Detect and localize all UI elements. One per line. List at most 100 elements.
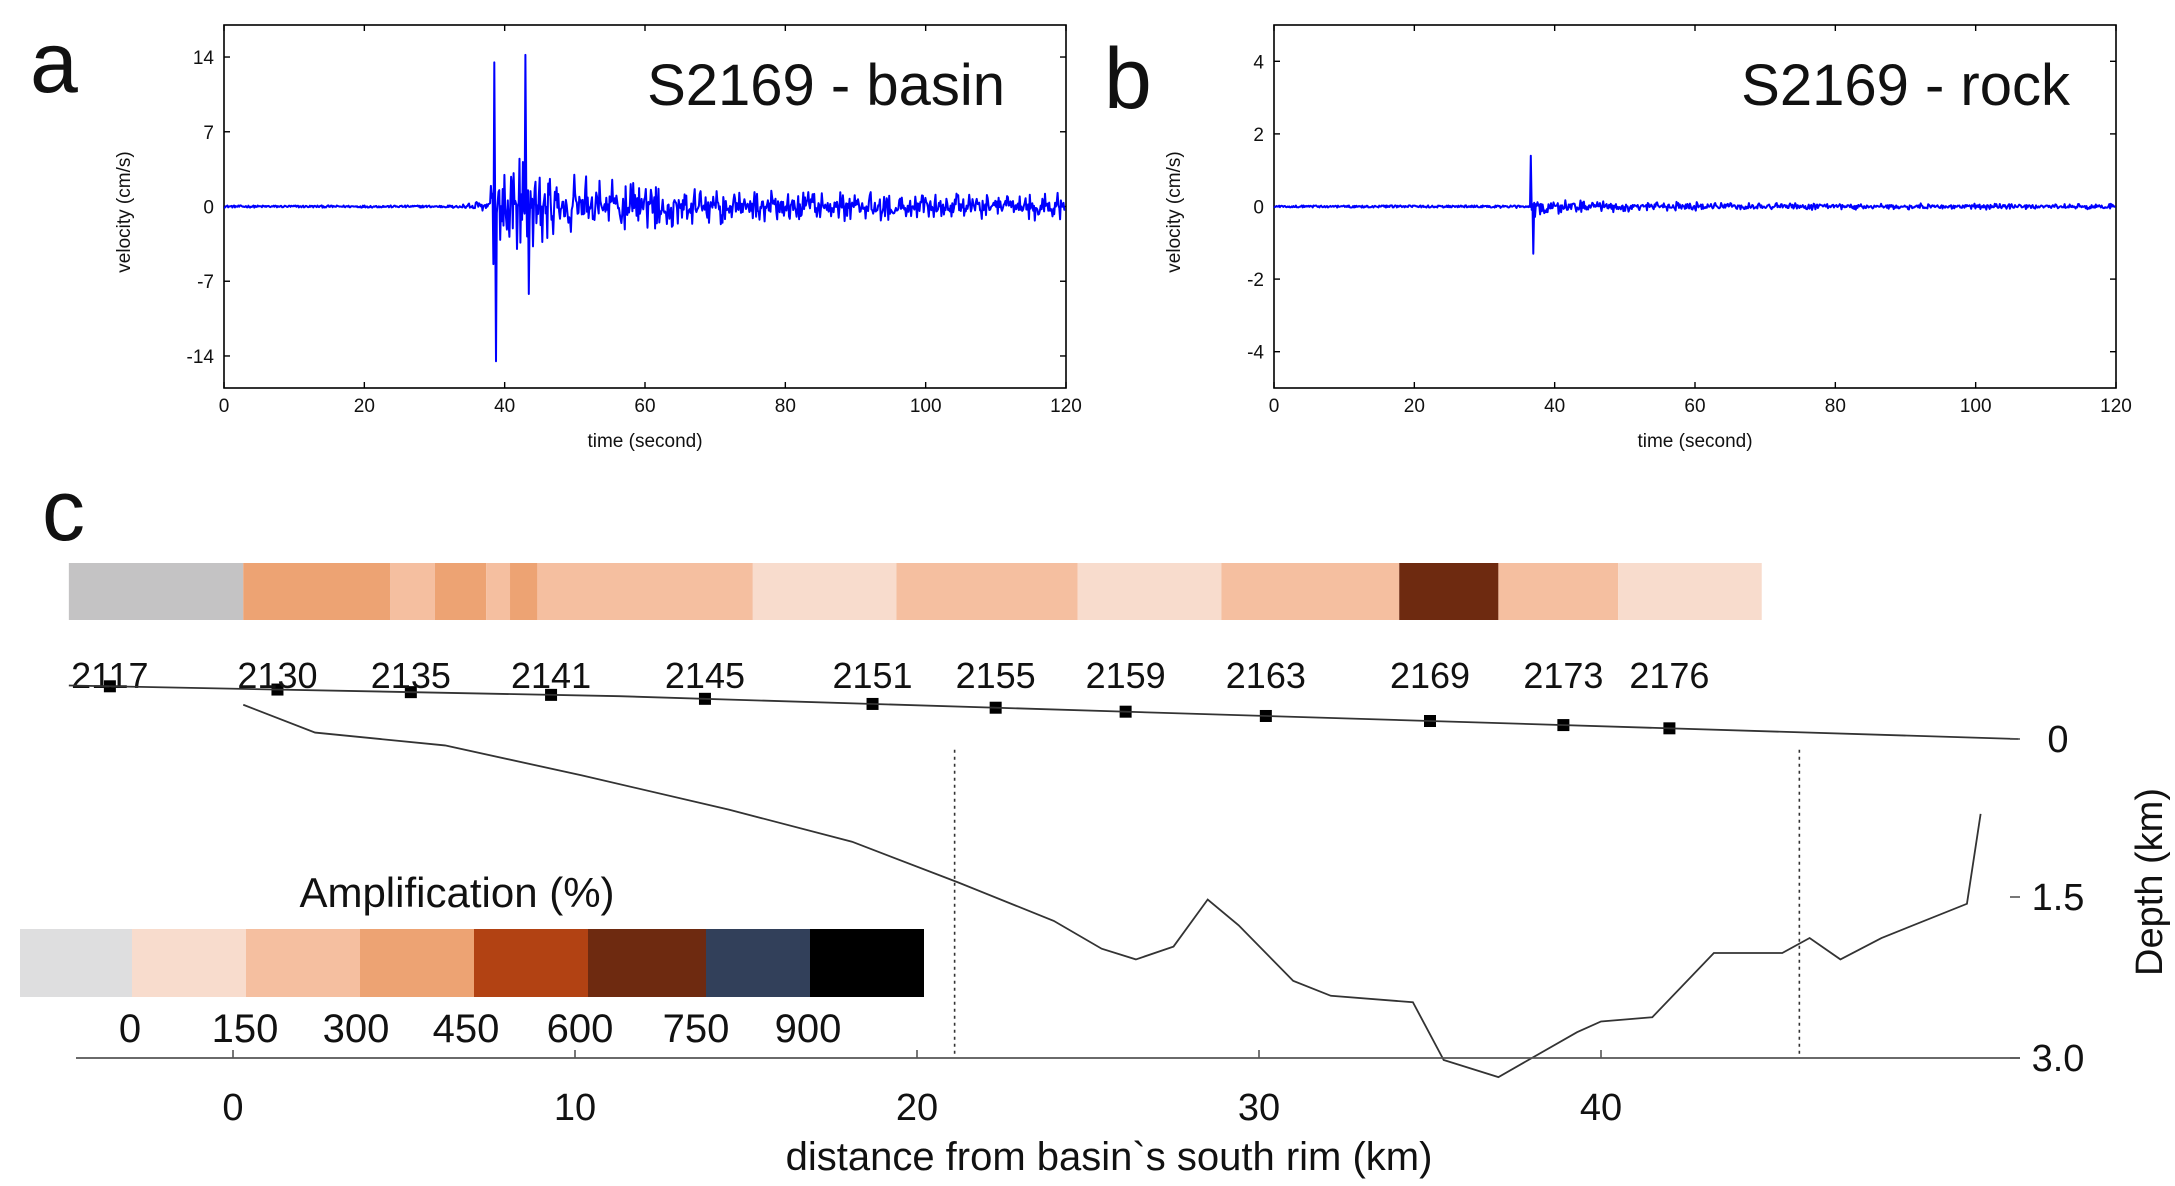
- y-tick-label-a: -14: [187, 347, 215, 368]
- panel-c: c 2117 2130 2135 2141 2145 2151 2155 2159 2163 21…: [20, 463, 2171, 1179]
- legend-swatch: [20, 929, 132, 997]
- station-label: 2151: [832, 655, 912, 696]
- legend-label: 150: [212, 1007, 279, 1051]
- legend-title: Amplification (%): [299, 869, 614, 916]
- amplification-segment: [896, 563, 1078, 620]
- amplification-segment: [68, 563, 244, 620]
- y-tick-label-b: 0: [1253, 198, 1264, 219]
- x-tick-label-b: 0: [1269, 396, 1280, 417]
- legend-swatch: [474, 929, 588, 997]
- y-axis-label-a: velocity (cm/s): [114, 151, 135, 272]
- distance-axis-label: distance from basin`s south rim (km): [786, 1135, 1433, 1179]
- amplification-segment: [1221, 563, 1400, 620]
- panel-b: b S2169 - rock velocity (cm/s) time (sec…: [1104, 24, 2132, 452]
- x-axis-label-a: time (second): [587, 431, 702, 452]
- amplification-segment: [390, 563, 435, 620]
- depth-axis-label: Depth (km): [2129, 788, 2171, 976]
- basin-floor-line: [242, 703, 1982, 1079]
- amplification-segment: [1618, 563, 1762, 620]
- chart-title-b: S2169 - rock: [1741, 53, 2071, 118]
- panel-a: a S2169 - basin velocity (cm/s) time (se…: [30, 15, 1082, 452]
- velocity-trace-a: [223, 53, 1066, 363]
- y-tick-label-a: 7: [203, 123, 214, 144]
- depth-ticks: 0 1.5 3.0: [2010, 719, 2084, 1080]
- station-label: 2176: [1629, 655, 1709, 696]
- amplification-bar: [68, 563, 1762, 620]
- legend-swatch: [810, 929, 924, 997]
- ground-surface-line: [68, 684, 2019, 740]
- amplification-legend: Amplification (%) 0 150 300 450 600 750 900: [20, 869, 924, 1051]
- distance-tick-label: 30: [1238, 1087, 1280, 1129]
- legend-labels: 0 150 300 450 600 750 900: [119, 1007, 842, 1051]
- depth-tick-label: 3.0: [2032, 1038, 2085, 1080]
- panel-letter-b: b: [1104, 31, 1152, 127]
- distance-tick-label: 0: [222, 1087, 243, 1129]
- distance-tick-label: 20: [896, 1087, 938, 1129]
- legend-swatch: [132, 929, 246, 997]
- amplification-segment: [434, 563, 487, 620]
- distance-ticks: 0 10 20 30 40: [222, 1050, 1622, 1129]
- basin-profile: [68, 684, 2019, 1079]
- legend-label: 900: [775, 1007, 842, 1051]
- x-axis-label-b: time (second): [1637, 431, 1752, 452]
- velocity-trace-b: [1273, 154, 2116, 255]
- ticks-a: 0 20 40 60 80 100 120 14 7 0 -7 -14: [187, 25, 1082, 417]
- y-tick-label-b: -4: [1247, 343, 1264, 364]
- legend-swatch: [246, 929, 360, 997]
- y-tick-label-b: -2: [1247, 270, 1264, 291]
- amplification-segment: [243, 563, 391, 620]
- amplification-segment: [752, 563, 897, 620]
- legend-swatch: [360, 929, 474, 997]
- legend-label: 600: [547, 1007, 614, 1051]
- y-tick-label-a: 14: [193, 48, 215, 69]
- station-label: 2163: [1226, 655, 1306, 696]
- station-label: 2159: [1086, 655, 1166, 696]
- station-label: 2135: [371, 655, 451, 696]
- legend-label: 300: [323, 1007, 390, 1051]
- station-labels: 2117 2130 2135 2141 2145 2151 2155 2159 2163 2169…: [71, 655, 1709, 735]
- station-label: 2169: [1390, 655, 1470, 696]
- legend-label: 750: [663, 1007, 730, 1051]
- amplification-segment: [1399, 563, 1499, 620]
- x-tick-label-b: 60: [1684, 396, 1705, 417]
- amplification-segment: [1077, 563, 1222, 620]
- amplification-segment: [1498, 563, 1619, 620]
- legend-label: 0: [119, 1007, 141, 1051]
- y-axis-label-b: velocity (cm/s): [1164, 151, 1185, 272]
- station-label: 2145: [665, 655, 745, 696]
- legend-label: 450: [433, 1007, 500, 1051]
- amplification-segment: [486, 563, 511, 620]
- x-tick-label-a: 120: [1050, 396, 1082, 417]
- depth-tick-label: 0: [2047, 719, 2068, 761]
- distance-tick-label: 10: [554, 1087, 596, 1129]
- station-label: 2155: [956, 655, 1036, 696]
- y-tick-label-b: 4: [1253, 52, 1264, 73]
- x-tick-label-a: 100: [910, 396, 942, 417]
- station-label: 2173: [1523, 655, 1603, 696]
- depth-tick-label: 1.5: [2032, 877, 2085, 919]
- amplification-segment: [537, 563, 753, 620]
- panel-letter-c: c: [42, 463, 85, 559]
- x-tick-label-b: 20: [1404, 396, 1425, 417]
- y-tick-label-a: 0: [203, 198, 214, 219]
- x-tick-label-a: 80: [775, 396, 796, 417]
- distance-tick-label: 40: [1580, 1087, 1622, 1129]
- x-tick-label-a: 60: [634, 396, 655, 417]
- x-tick-label-a: 0: [219, 396, 230, 417]
- station-label: 2117: [71, 655, 148, 696]
- x-tick-label-a: 40: [494, 396, 515, 417]
- legend-swatches: [20, 929, 924, 997]
- chart-title-a: S2169 - basin: [647, 53, 1005, 118]
- legend-swatch: [588, 929, 706, 997]
- x-tick-label-b: 80: [1825, 396, 1846, 417]
- x-tick-label-b: 100: [1960, 396, 1992, 417]
- legend-swatch: [706, 929, 810, 997]
- y-tick-label-a: -7: [197, 272, 214, 293]
- panel-letter-a: a: [30, 15, 78, 111]
- station-label: 2141: [511, 655, 591, 696]
- amplification-segment: [510, 563, 538, 620]
- y-tick-label-b: 2: [1253, 125, 1264, 146]
- x-tick-label-b: 40: [1544, 396, 1565, 417]
- x-tick-label-a: 20: [354, 396, 375, 417]
